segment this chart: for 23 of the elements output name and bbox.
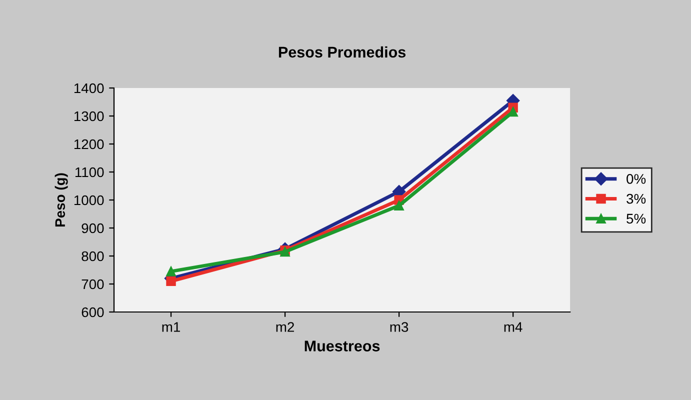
point: [394, 200, 404, 210]
x-tick-label: m4: [504, 322, 522, 332]
y-tick-label: 800: [82, 251, 104, 262]
y-tick-label: 1200: [74, 139, 104, 150]
x-tick-label: m3: [390, 322, 408, 332]
y-tick-label: 900: [82, 223, 104, 234]
x-axis-title: Muestreos: [304, 340, 380, 352]
y-tick-label: 1300: [74, 111, 104, 122]
y-tick-label: 600: [82, 307, 104, 318]
x-tick-label: m1: [162, 322, 180, 332]
point: [166, 276, 176, 286]
x-tick-label: m2: [276, 322, 294, 332]
legend-label: 0%: [626, 174, 646, 184]
y-tick-label: 1100: [75, 167, 104, 178]
point: [508, 106, 518, 117]
legend-label: 3%: [626, 194, 646, 204]
y-axis-title: Peso (g): [54, 173, 68, 226]
legend-label: 5%: [626, 214, 646, 224]
y-tick-label: 1000: [74, 195, 104, 206]
y-tick-label: 700: [82, 279, 104, 290]
y-tick-label: 1400: [74, 83, 104, 94]
chart-title: Pesos Promedios: [278, 46, 406, 58]
point: [166, 266, 176, 276]
